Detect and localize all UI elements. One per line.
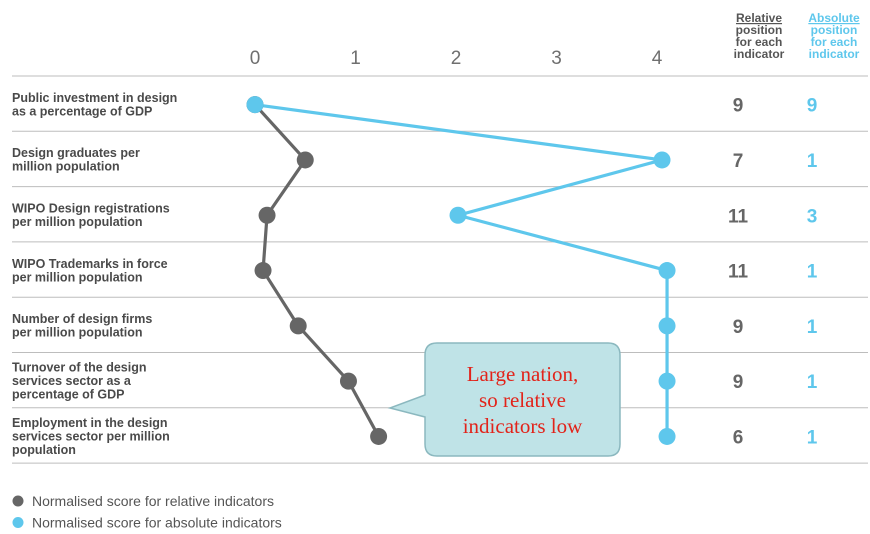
absolute-point <box>658 317 676 335</box>
row-label-line: population <box>12 443 76 457</box>
relative-position-value: 9 <box>733 317 744 338</box>
relative-series-line <box>253 103 381 438</box>
row-label-line: per million population <box>12 270 143 284</box>
row-label: Public investment in design as a percenta… <box>12 91 177 119</box>
absolute-position-value: 1 <box>807 427 818 448</box>
callout-text-line: Large nation, <box>467 362 579 386</box>
legend-marker <box>12 495 24 507</box>
x-tick-label: 1 <box>350 48 361 69</box>
row-label: Number of design firms per million popula… <box>12 312 152 340</box>
row-label: Design graduates per million population <box>12 146 140 174</box>
row-label-line: WIPO Design registrations <box>12 202 170 216</box>
row-label-line: services sector per million <box>12 429 170 443</box>
absolute-position-value: 1 <box>807 262 818 283</box>
header-relative-line: for each <box>736 35 783 49</box>
row-label-line: per million population <box>12 215 143 229</box>
header-relative-line: indicator <box>734 47 785 61</box>
x-tick-label: 2 <box>451 48 462 69</box>
legend: Normalised score for relative indicators… <box>12 493 282 531</box>
relative-point <box>339 372 357 390</box>
relative-position-value: 7 <box>733 151 744 172</box>
relative-point <box>254 262 272 280</box>
header-absolute-line: for each <box>811 35 858 49</box>
callout-text-line: indicators low <box>463 414 583 438</box>
position-values: 9 97 111 311 19 19 16 1 <box>728 96 818 449</box>
relative-position-value: 11 <box>728 262 749 283</box>
relative-position-value: 9 <box>733 96 744 117</box>
relative-point <box>370 427 388 445</box>
absolute-point <box>246 96 264 114</box>
relative-position-value: 9 <box>733 372 744 393</box>
row-label-line: million population <box>12 160 120 174</box>
absolute-position-value: 1 <box>807 372 818 393</box>
header-relative-line: position <box>736 23 783 37</box>
row-label-line: per million population <box>12 326 143 340</box>
x-axis-ticks: 0 1 2 3 4 <box>250 48 663 69</box>
relative-position-value: 6 <box>733 427 744 448</box>
header-absolute-line: Absolute <box>808 11 860 25</box>
absolute-point <box>658 262 676 280</box>
row-label-line: percentage of GDP <box>12 388 125 402</box>
absolute-position-value: 3 <box>807 206 818 227</box>
header-absolute-line: indicator <box>809 47 860 61</box>
relative-point <box>296 151 314 169</box>
row-label-line: Employment in the design <box>12 416 168 430</box>
absolute-position-value: 1 <box>807 317 818 338</box>
absolute-point <box>449 206 467 224</box>
absolute-point <box>658 372 676 390</box>
x-tick-label: 3 <box>551 48 562 69</box>
series-points <box>246 96 676 445</box>
header-absolute-line: position <box>811 23 858 37</box>
row-label-line: Turnover of the design <box>12 361 147 375</box>
absolute-position-value: 9 <box>807 96 818 117</box>
relative-position-value: 11 <box>728 206 749 227</box>
row-label-line: Public investment in design <box>12 91 177 105</box>
legend-marker <box>12 517 24 528</box>
row-label-line: Design graduates per <box>12 146 140 160</box>
relative-point <box>289 317 307 335</box>
x-tick-label: 4 <box>652 48 663 69</box>
row-label-line: services sector as a <box>12 374 132 388</box>
legend-label: Normalised score for relative indicators <box>32 493 274 509</box>
relative-point <box>258 206 276 224</box>
row-label: Employment in the design services sector … <box>12 416 170 457</box>
absolute-point <box>653 151 671 169</box>
callout-shape <box>387 342 621 457</box>
row-label: Turnover of the design services sector as… <box>12 361 147 402</box>
row-label: WIPO Trademarks in force per million popu… <box>12 257 168 285</box>
row-label-line: as a percentage of GDP <box>12 104 152 118</box>
row-label-line: WIPO Trademarks in force <box>12 257 168 271</box>
callout-text-line: so relative <box>479 388 566 412</box>
header-relative-line: Relative <box>736 11 782 25</box>
absolute-position-value: 1 <box>807 151 818 172</box>
row-label: WIPO Design registrations per million pop… <box>12 202 170 230</box>
row-label-line: Number of design firms <box>12 312 152 326</box>
row-labels: Public investment in design as a percenta… <box>12 91 177 457</box>
legend-label: Normalised score for absolute indicators <box>32 515 282 531</box>
x-tick-label: 0 <box>250 48 261 69</box>
absolute-point <box>658 427 676 445</box>
